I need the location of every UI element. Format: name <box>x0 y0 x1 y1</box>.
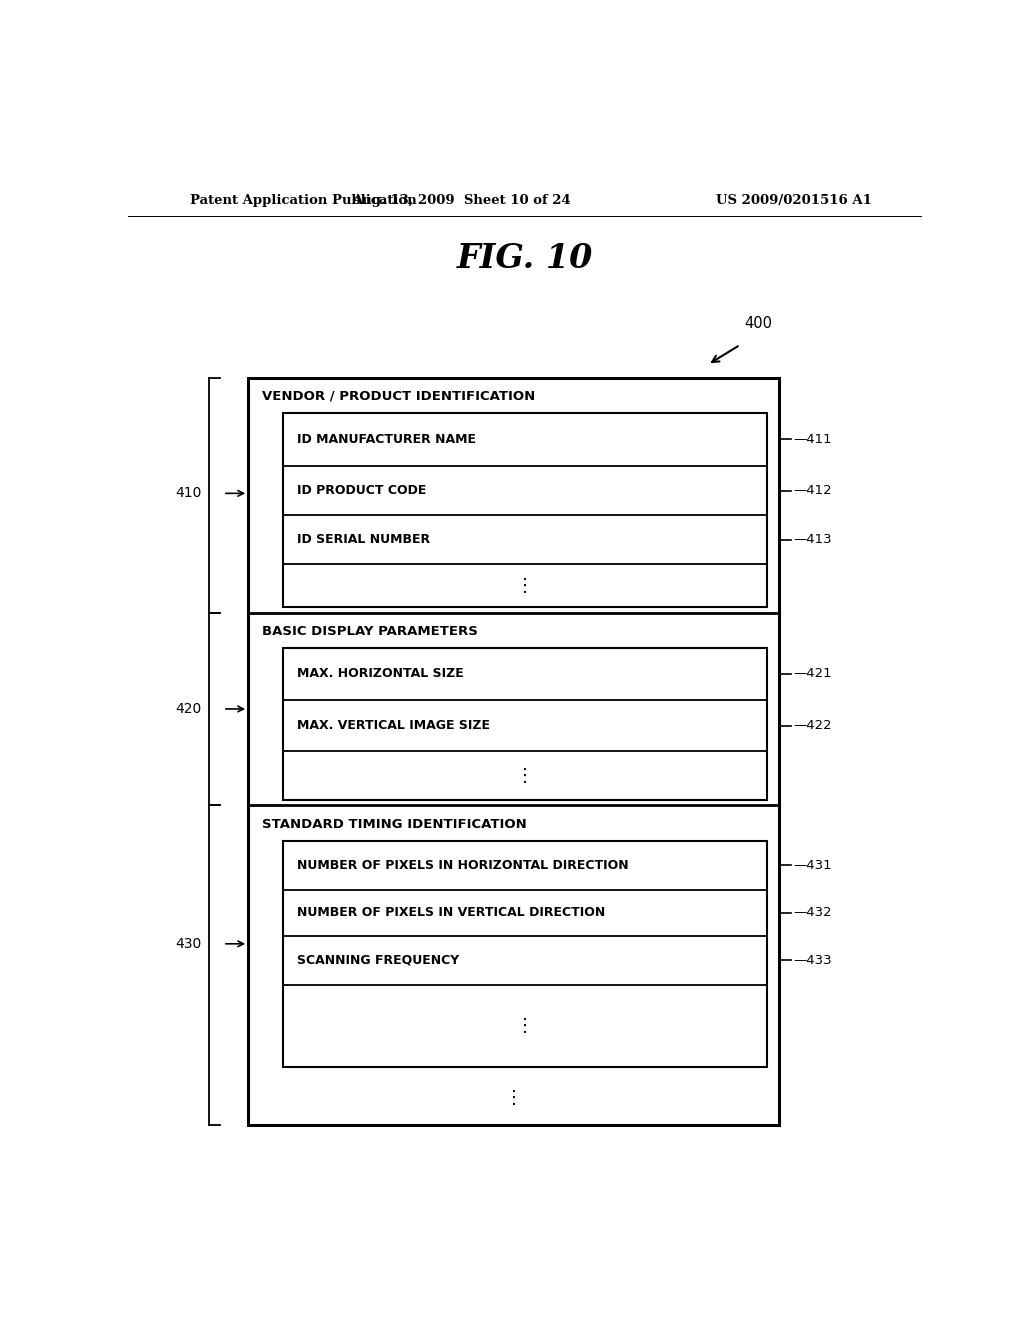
Text: MAX. VERTICAL IMAGE SIZE: MAX. VERTICAL IMAGE SIZE <box>297 719 490 733</box>
Text: 430: 430 <box>175 937 202 950</box>
Text: —431: —431 <box>793 859 831 871</box>
Text: 400: 400 <box>744 317 772 331</box>
Text: US 2009/0201516 A1: US 2009/0201516 A1 <box>716 194 872 207</box>
Text: —411: —411 <box>793 433 831 446</box>
Text: Patent Application Publication: Patent Application Publication <box>190 194 417 207</box>
Text: MAX. HORIZONTAL SIZE: MAX. HORIZONTAL SIZE <box>297 668 464 680</box>
Text: VENDOR / PRODUCT IDENTIFICATION: VENDOR / PRODUCT IDENTIFICATION <box>262 389 536 403</box>
Text: —432: —432 <box>793 907 831 920</box>
Text: NUMBER OF PIXELS IN VERTICAL DIRECTION: NUMBER OF PIXELS IN VERTICAL DIRECTION <box>297 907 605 920</box>
Text: FIG. 10: FIG. 10 <box>457 242 593 275</box>
Bar <box>283 841 767 1067</box>
Text: 420: 420 <box>175 702 202 715</box>
Text: ⋮: ⋮ <box>516 767 535 784</box>
Text: —412: —412 <box>793 484 831 498</box>
Bar <box>248 378 779 1125</box>
Text: ⋮: ⋮ <box>516 1016 535 1035</box>
Text: ⋮: ⋮ <box>505 1089 522 1106</box>
Bar <box>283 413 767 607</box>
Text: —422: —422 <box>793 719 831 733</box>
Text: ID SERIAL NUMBER: ID SERIAL NUMBER <box>297 533 430 546</box>
Text: —433: —433 <box>793 954 831 966</box>
Text: BASIC DISPLAY PARAMETERS: BASIC DISPLAY PARAMETERS <box>262 626 478 639</box>
Text: —413: —413 <box>793 533 831 546</box>
Bar <box>283 648 767 800</box>
Text: ⋮: ⋮ <box>516 577 535 595</box>
Text: NUMBER OF PIXELS IN HORIZONTAL DIRECTION: NUMBER OF PIXELS IN HORIZONTAL DIRECTION <box>297 859 629 871</box>
Text: SCANNING FREQUENCY: SCANNING FREQUENCY <box>297 954 460 966</box>
Text: STANDARD TIMING IDENTIFICATION: STANDARD TIMING IDENTIFICATION <box>262 818 526 832</box>
Text: —421: —421 <box>793 668 831 680</box>
Text: Aug. 13, 2009  Sheet 10 of 24: Aug. 13, 2009 Sheet 10 of 24 <box>352 194 570 207</box>
Text: ID PRODUCT CODE: ID PRODUCT CODE <box>297 484 427 498</box>
Text: 410: 410 <box>175 486 202 500</box>
Text: ID MANUFACTURER NAME: ID MANUFACTURER NAME <box>297 433 476 446</box>
